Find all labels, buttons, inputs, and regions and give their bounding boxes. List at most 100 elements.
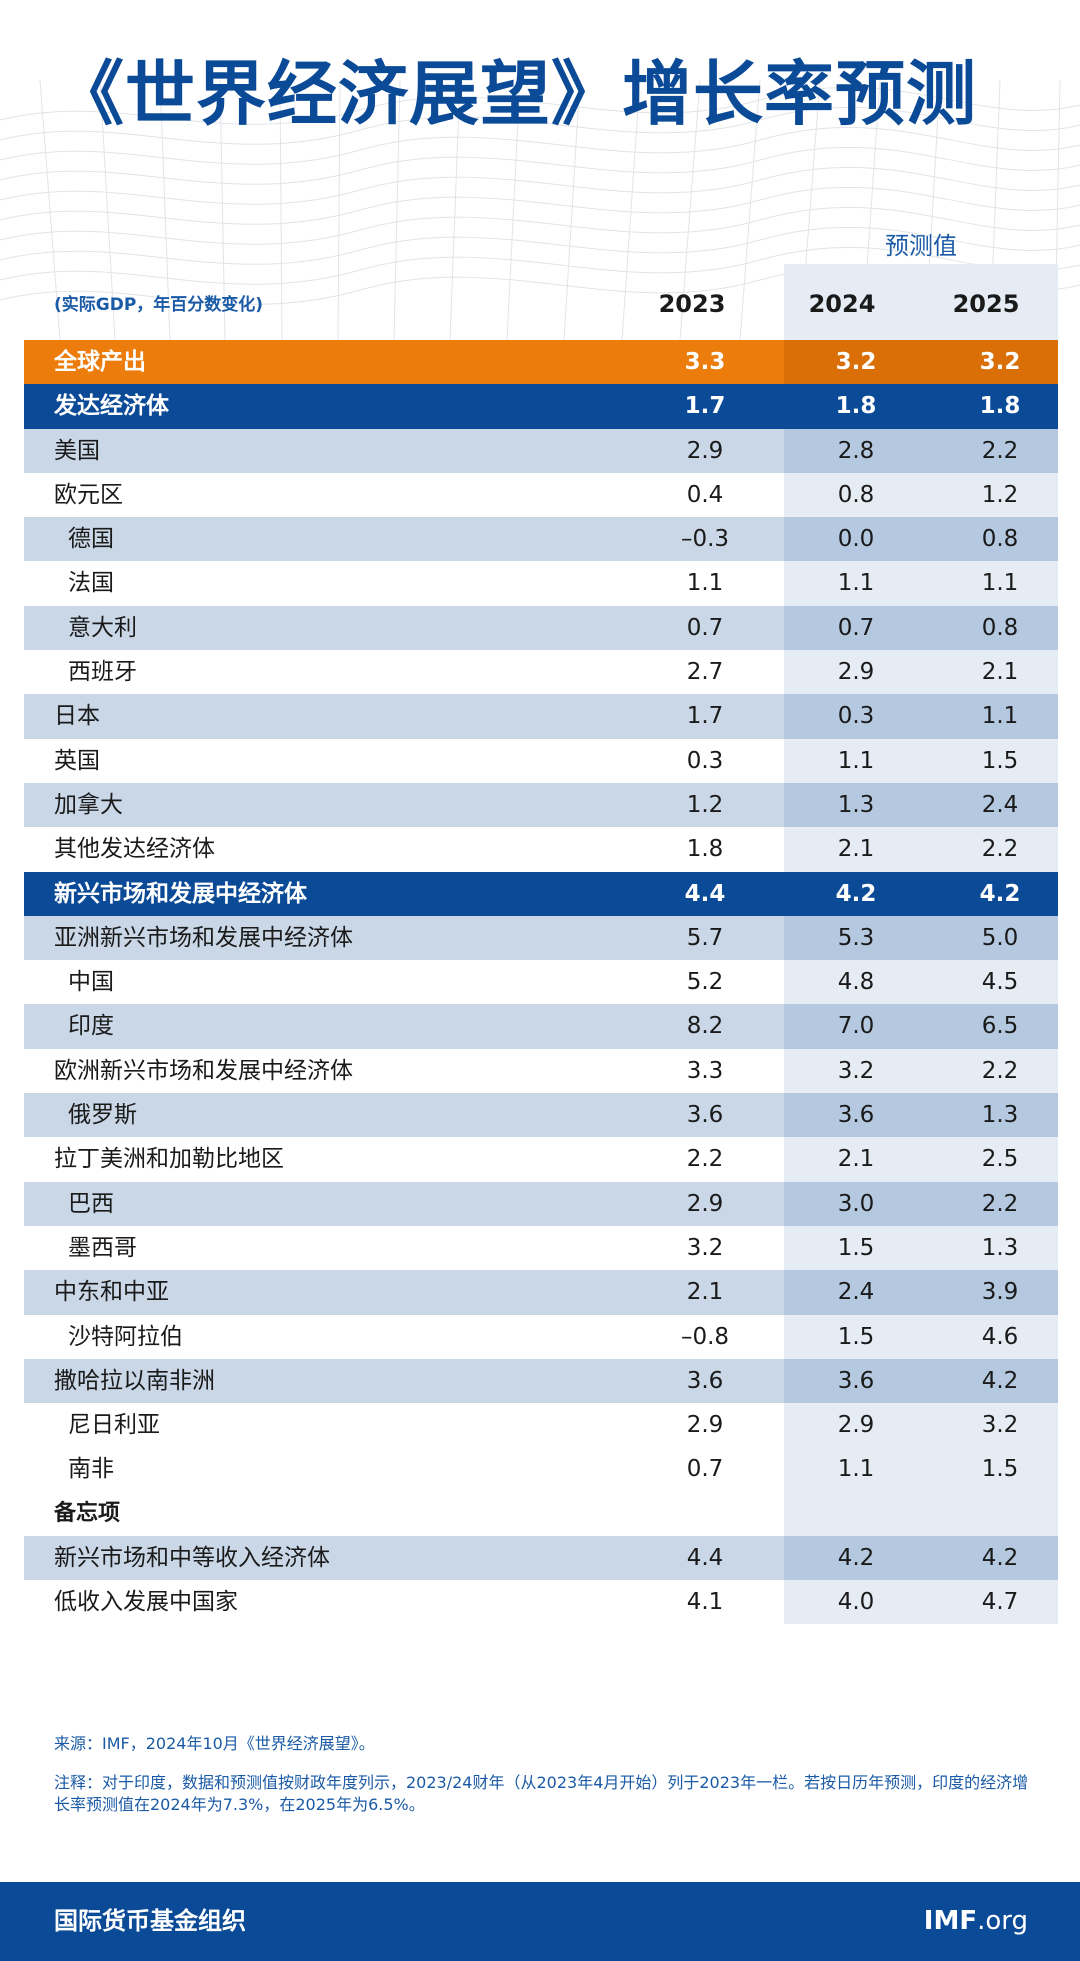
table-row: 巴西 2.9 3.0 2.2 [24, 1181, 1058, 1226]
logo-light: .org [977, 1906, 1028, 1936]
table-row: 拉丁美洲和加勒比地区 2.2 2.1 2.5 [24, 1137, 1058, 1181]
value-2025: 3.2 [981, 1412, 1019, 1439]
footer-bar: 国际货币基金组织 IMF.org [0, 1882, 1080, 1961]
footer-organization: 国际货币基金组织 [54, 1907, 246, 1935]
value-2023: 0.7 [686, 614, 724, 641]
value-2023: 4.4 [686, 1545, 724, 1572]
value-2024: 0.7 [837, 614, 875, 641]
table-row-emerging: 新兴市场和发展中经济体 4.4 4.2 4.2 [24, 871, 1058, 916]
table-row: 中东和中亚 2.1 2.4 3.9 [24, 1270, 1058, 1315]
value-2023: 5.2 [686, 969, 724, 996]
table-row-world: 全球产出 3.3 3.2 3.2 [24, 340, 1058, 385]
value-2023: –0.3 [680, 526, 730, 553]
value-2024: 4.0 [837, 1589, 875, 1616]
value-2024: 0.0 [837, 526, 875, 553]
row-name: 中国 [68, 969, 114, 996]
row-name: 备忘项 [54, 1500, 121, 1526]
value-2024: 3.2 [837, 1057, 875, 1084]
value-2024: 3.6 [837, 1102, 875, 1129]
value-2025: 5.0 [981, 924, 1019, 951]
row-name: 其他发达经济体 [54, 836, 215, 863]
value-2025: 4.2 [981, 1545, 1019, 1572]
value-2023: 1.1 [686, 570, 724, 597]
row-name: 拉丁美洲和加勒比地区 [54, 1146, 284, 1173]
value-2025: 2.1 [981, 659, 1019, 686]
value-2025: 3.9 [981, 1279, 1019, 1306]
value-2025: 1.8 [979, 393, 1021, 420]
row-name: 德国 [68, 526, 114, 553]
value-2024: 4.8 [837, 969, 875, 996]
value-2023: 2.9 [686, 1190, 724, 1217]
value-2025: 1.1 [981, 570, 1019, 597]
value-2025: 1.1 [981, 703, 1019, 730]
year-header-2023: 2023 [658, 290, 726, 318]
value-2024: 0.3 [837, 703, 875, 730]
row-name: 中东和中亚 [54, 1279, 169, 1306]
value-2024: 1.1 [837, 747, 875, 774]
growth-table: 全球产出 3.3 3.2 3.2 发达经济体 1.7 1.8 1.8 美国 2.… [24, 340, 1058, 1625]
table-row-memo: 备忘项 [24, 1492, 1058, 1536]
value-2025: 4.7 [981, 1589, 1019, 1616]
value-2023: 3.6 [686, 1102, 724, 1129]
value-2023: 3.6 [686, 1367, 724, 1394]
table-row: 加拿大 1.2 1.3 2.4 [24, 782, 1058, 828]
value-2024: 4.2 [835, 880, 877, 907]
value-2023: 4.1 [686, 1589, 724, 1616]
row-name: 南非 [68, 1456, 114, 1483]
value-2025: 0.8 [981, 614, 1019, 641]
table-row: 美国 2.9 2.8 2.2 [24, 428, 1058, 473]
units-label: (实际GDP，年百分数变化) [54, 295, 264, 315]
table-row: 沙特阿拉伯 –0.8 1.5 4.6 [24, 1315, 1058, 1359]
value-2023: 3.2 [686, 1234, 724, 1261]
row-name: 西班牙 [68, 659, 137, 686]
value-2024: 5.3 [837, 924, 875, 951]
value-2023: 2.7 [686, 659, 724, 686]
table-row: 亚洲新兴市场和发展中经济体 5.7 5.3 5.0 [24, 915, 1058, 961]
imf-logo[interactable]: IMF.org [924, 1882, 1028, 1961]
value-2023: 8.2 [686, 1013, 724, 1040]
row-name: 新兴市场和中等收入经济体 [54, 1545, 330, 1572]
value-2024: 3.2 [835, 349, 877, 375]
value-2023: 1.8 [686, 836, 724, 863]
value-2023: 0.3 [686, 747, 724, 774]
row-name: 日本 [54, 703, 100, 730]
value-2023: 4.4 [684, 880, 726, 907]
value-2025: 2.2 [981, 1057, 1019, 1084]
value-2025: 2.4 [981, 791, 1019, 818]
value-2025: 1.3 [981, 1102, 1019, 1129]
table-row: 俄罗斯 3.6 3.6 1.3 [24, 1093, 1058, 1138]
value-2024: 2.4 [837, 1279, 875, 1306]
value-2024: 2.1 [837, 1146, 875, 1173]
value-2024: 1.3 [837, 791, 875, 818]
year-header-2024: 2024 [808, 290, 876, 318]
value-2024: 2.1 [837, 836, 875, 863]
value-2025: 1.5 [981, 1456, 1019, 1483]
value-2023: 1.7 [686, 703, 724, 730]
forecast-label: 预测值 [885, 232, 957, 260]
value-2024: 4.2 [837, 1545, 875, 1572]
value-2025: 4.6 [981, 1323, 1019, 1350]
footnote: 注释：对于印度，数据和预测值按财政年度列示，2023/24财年（从2023年4月… [54, 1773, 1029, 1814]
value-2025: 2.2 [981, 836, 1019, 863]
table-row: 英国 0.3 1.1 1.5 [24, 739, 1058, 783]
row-name: 加拿大 [54, 791, 123, 818]
value-2025: 4.2 [981, 1367, 1019, 1394]
value-2024: 1.1 [837, 570, 875, 597]
table-row: 尼日利亚 2.9 2.9 3.2 [24, 1403, 1058, 1447]
table-row: 墨西哥 3.2 1.5 1.3 [24, 1226, 1058, 1270]
value-2025: 1.2 [981, 481, 1019, 508]
table-row: 中国 5.2 4.8 4.5 [24, 960, 1058, 1004]
value-2023: –0.8 [680, 1323, 730, 1350]
row-name: 法国 [68, 570, 114, 597]
source-note: 来源：IMF，2024年10月《世界经济展望》。 [54, 1734, 375, 1753]
row-name: 发达经济体 [54, 393, 169, 420]
table-row: 欧元区 0.4 0.8 1.2 [24, 473, 1058, 517]
row-name: 墨西哥 [68, 1234, 137, 1261]
value-2025: 1.3 [981, 1234, 1019, 1261]
table-row: 法国 1.1 1.1 1.1 [24, 561, 1058, 605]
value-2023: 3.3 [684, 349, 726, 375]
value-2025: 3.2 [979, 349, 1021, 375]
value-2024: 1.8 [835, 393, 877, 420]
value-2023: 5.7 [686, 924, 724, 951]
value-2023: 1.2 [686, 791, 724, 818]
